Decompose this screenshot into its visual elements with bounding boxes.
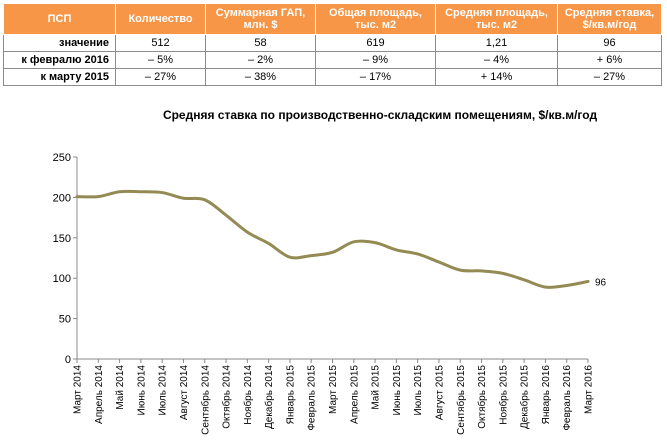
x-axis: Март 2014 Апрель 2014 Май 2014 Июнь 2014 Июл…: [73, 358, 595, 435]
x-tick-label: Январь 2016: [541, 365, 552, 425]
row-label: к марту 2015: [3, 68, 116, 86]
data-point: [267, 242, 270, 245]
data-point: [246, 231, 249, 234]
table-cell: 512: [115, 34, 206, 52]
data-point: [161, 191, 164, 194]
x-tick-label: Март 2014: [73, 365, 84, 414]
x-tick-label: Октябрь 2014: [221, 365, 233, 429]
table-cell: – 9%: [315, 51, 436, 69]
data-point: [203, 198, 206, 201]
data-point: [437, 261, 440, 264]
x-tick-label: Октябрь 2015: [476, 365, 488, 429]
data-point: [310, 254, 313, 257]
x-tick-label: Март 2016: [584, 365, 595, 414]
table-cell: – 17%: [315, 68, 436, 86]
data-point: [331, 251, 334, 254]
row-label: к февралю 2016: [3, 51, 116, 69]
header-avg-rate: Средняя ставка, $/кв.м/год: [557, 3, 662, 35]
x-tick-label: Апрель 2014: [94, 365, 105, 424]
table-cell: 1,21: [435, 34, 558, 52]
chart-title: Средняя ставка по производственно-складс…: [162, 108, 598, 122]
x-tick-label: Ноябрь 2014: [242, 365, 254, 425]
summary-table: ПСП Количество Суммарная ГАП, млн. $ Общ…: [3, 3, 662, 86]
data-point: [587, 280, 590, 283]
data-point: [416, 252, 419, 255]
data-point: [523, 278, 526, 281]
table-cell: – 5%: [115, 51, 206, 69]
data-point: [118, 190, 121, 193]
table-cell: – 38%: [205, 68, 316, 86]
end-value-label: 96: [595, 277, 607, 288]
header-total-area: Общая площадь, тыс. м2: [315, 3, 436, 35]
series-line: [75, 189, 590, 289]
x-tick-label: Март 2015: [328, 365, 339, 414]
x-tick-label: Февраль 2016: [562, 365, 573, 431]
y-axis: 0 50 100 150 200 250: [53, 152, 78, 366]
data-point: [480, 269, 483, 272]
x-tick-label: Июль 2015: [413, 365, 424, 416]
y-tick-label: 150: [53, 233, 71, 245]
data-point: [565, 284, 568, 287]
data-point: [459, 269, 462, 272]
data-point: [97, 195, 100, 198]
data-point: [395, 248, 398, 251]
table-row: к марту 2015 – 27% – 38% – 17% + 14% – 2…: [3, 68, 662, 86]
table-cell: – 27%: [557, 68, 662, 86]
x-tick-label: Май 2014: [115, 365, 126, 410]
x-tick-label: Июнь 2015: [392, 365, 403, 416]
y-tick-label: 100: [53, 273, 71, 285]
x-tick-label: Декабрь 2014: [263, 365, 275, 429]
data-point: [501, 272, 504, 275]
table-cell: 619: [315, 34, 436, 52]
data-point: [288, 256, 291, 259]
table-cell: – 27%: [115, 68, 206, 86]
header-psp: ПСП: [3, 3, 116, 35]
y-tick-label: 250: [53, 152, 71, 164]
y-tick-label: 0: [65, 354, 71, 366]
x-tick-label: Февраль 2015: [307, 365, 318, 431]
data-point: [374, 241, 377, 244]
x-tick-label: Май 2015: [371, 365, 382, 410]
table-cell: 58: [205, 34, 316, 52]
data-point: [182, 197, 185, 200]
data-point: [225, 214, 228, 217]
x-tick-label: Август 2015: [434, 365, 445, 421]
table-cell: – 2%: [205, 51, 316, 69]
x-tick-label: Апрель 2015: [349, 365, 360, 424]
x-tick-label: Декабрь 2015: [519, 365, 531, 429]
y-tick-label: 200: [53, 192, 71, 204]
x-tick-label: Ноябрь 2015: [497, 365, 509, 425]
summary-table-header-row: ПСП Количество Суммарная ГАП, млн. $ Общ…: [3, 3, 662, 35]
data-point: [544, 286, 547, 289]
x-tick-label: Сентябрь 2015: [455, 365, 467, 435]
table-cell: + 14%: [435, 68, 558, 86]
data-point: [76, 195, 79, 198]
x-tick-label: Август 2014: [179, 365, 190, 421]
header-avg-area: Средняя площадь, тыс. м2: [435, 3, 558, 35]
x-tick-label: Январь 2015: [285, 365, 296, 425]
series-group: 96: [75, 189, 607, 289]
x-tick-label: Сентябрь 2014: [199, 365, 211, 435]
y-tick-label: 50: [59, 314, 71, 326]
data-point: [139, 190, 142, 193]
data-point: [352, 240, 355, 243]
x-tick-label: Июль 2014: [158, 365, 169, 416]
table-cell: – 4%: [435, 51, 558, 69]
table-row: к февралю 2016 – 5% – 2% – 9% – 4% + 6%: [3, 51, 662, 69]
x-tick-label: Июнь 2014: [136, 365, 147, 416]
